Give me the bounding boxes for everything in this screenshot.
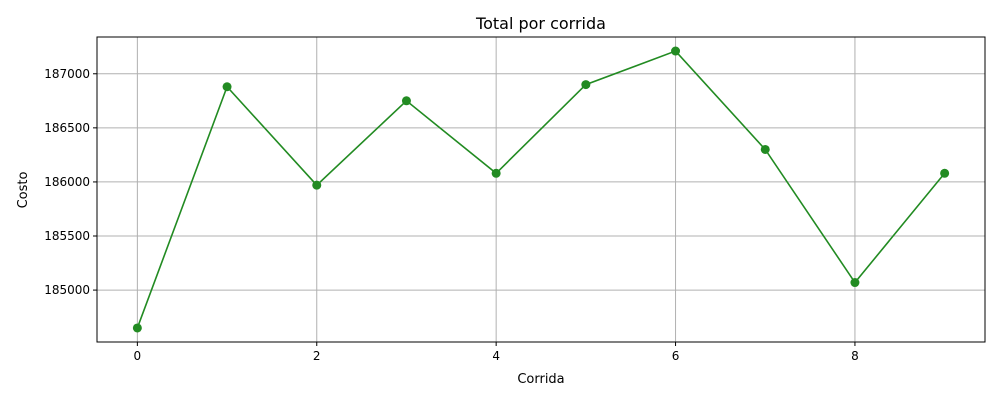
y-tick-label: 186500 — [44, 121, 90, 135]
x-axis-label: Corrida — [517, 372, 564, 387]
y-tick-label: 187000 — [44, 67, 90, 81]
data-point — [132, 323, 142, 333]
data-point — [760, 144, 770, 154]
x-tick-label: 2 — [313, 349, 321, 363]
y-tick-label: 185500 — [44, 229, 90, 243]
x-tick-label: 0 — [134, 349, 142, 363]
data-point — [850, 278, 860, 288]
data-point — [312, 180, 322, 190]
data-point — [491, 168, 501, 178]
axis-ticks: 0 2 4 6 8 185000 185500 186000 186500 187000 — [44, 67, 859, 363]
y-tick-label: 185000 — [44, 283, 90, 297]
data-point — [671, 46, 681, 56]
series-line — [136, 50, 946, 329]
y-tick-label: 186000 — [44, 175, 90, 189]
y-axis-label: Costo — [16, 172, 31, 209]
data-point — [401, 96, 411, 106]
chart-title: Total por corrida — [475, 14, 606, 33]
data-point — [581, 80, 591, 90]
x-tick-label: 8 — [851, 349, 859, 363]
plot-frame — [96, 36, 986, 343]
grid — [97, 37, 985, 342]
series-layer — [132, 46, 950, 333]
x-tick-label: 4 — [492, 349, 500, 363]
x-tick-label: 6 — [672, 349, 680, 363]
data-point — [940, 168, 950, 178]
data-point — [222, 82, 232, 92]
